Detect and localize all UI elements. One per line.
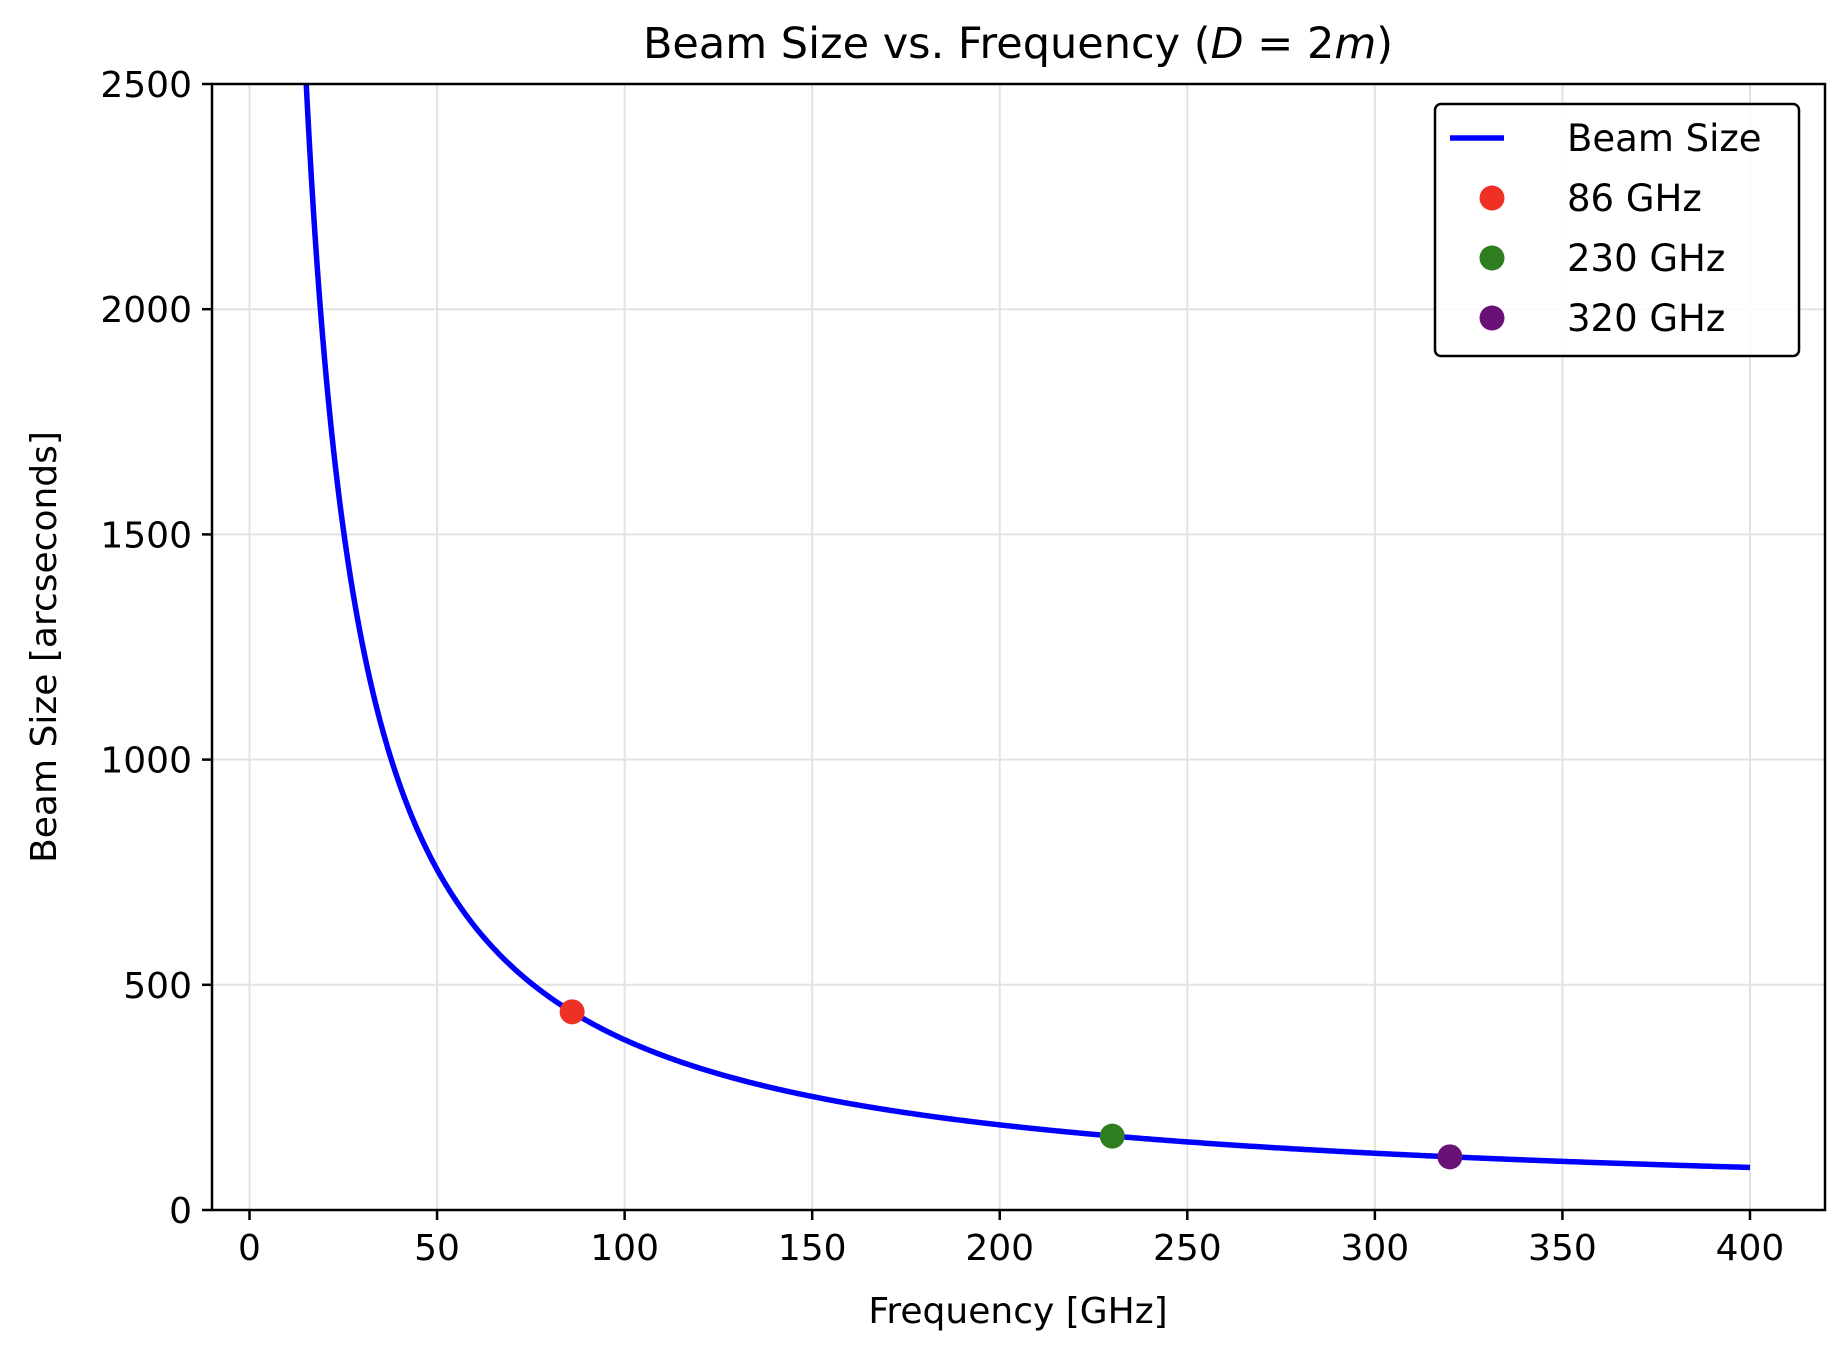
x-tick-label: 100: [590, 1228, 659, 1269]
legend-marker: [1479, 245, 1505, 271]
point-86-ghz: [559, 999, 585, 1025]
x-tick-label: 350: [1528, 1228, 1597, 1269]
legend-marker: [1479, 305, 1505, 331]
legend-label: Beam Size: [1567, 117, 1762, 160]
x-tick-label: 300: [1341, 1228, 1410, 1269]
x-axis-label: Frequency [GHz]: [868, 1291, 1167, 1332]
y-tick-label: 2500: [100, 65, 192, 106]
y-tick-label: 1500: [100, 515, 192, 556]
legend-label: 320 GHz: [1567, 297, 1725, 340]
points-layer: [559, 999, 1463, 1170]
y-axis-ticks: 0 500 1000 1500 2000 2500: [100, 65, 212, 1232]
point-230-ghz: [1099, 1123, 1125, 1149]
legend-box: [1433, 102, 1801, 358]
y-axis-label: Beam Size [arcseconds]: [24, 431, 65, 863]
plot-frame: [210, 82, 1827, 1212]
y-tick-label: 2000: [100, 290, 192, 331]
legend-marker: [1479, 185, 1505, 211]
x-tick-label: 400: [1716, 1228, 1785, 1269]
legend-label: 230 GHz: [1567, 237, 1725, 280]
x-axis-ticks: 0 50 100 150 200 250 300 350 400: [238, 1210, 1784, 1269]
legend-label: 86 GHz: [1567, 177, 1702, 220]
beam-size-line: [303, 84, 1751, 1171]
x-tick-label: 200: [965, 1228, 1034, 1269]
y-tick-label: 500: [123, 966, 192, 1007]
legend: Beam Size 86 GHz 230 GHz 320 GHz: [1433, 102, 1801, 358]
series-layer: [303, 84, 1751, 1171]
x-tick-label: 0: [238, 1228, 261, 1269]
x-tick-label: 250: [1153, 1228, 1222, 1269]
chart-title: Beam Size vs. Frequency (D = 2m): [643, 19, 1393, 69]
x-tick-label: 50: [414, 1228, 460, 1269]
point-320-ghz: [1437, 1144, 1463, 1170]
x-tick-label: 150: [778, 1228, 847, 1269]
y-tick-label: 1000: [100, 741, 192, 782]
y-tick-label: 0: [169, 1191, 192, 1232]
